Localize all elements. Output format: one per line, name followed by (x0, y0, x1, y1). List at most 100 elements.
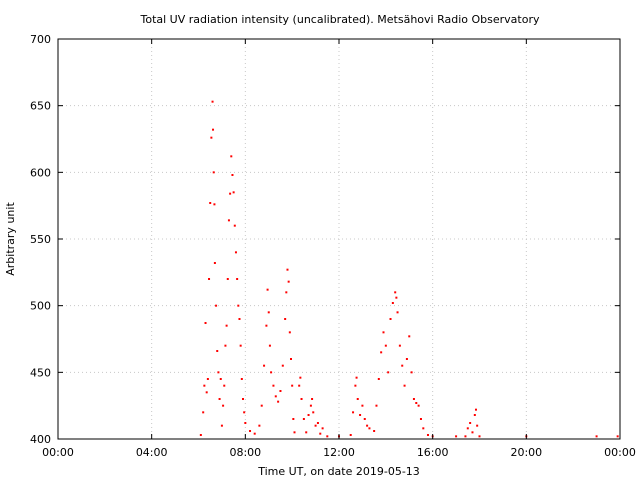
data-point (265, 324, 268, 327)
data-point (417, 404, 420, 407)
x-tick-label: 08:00 (229, 446, 261, 459)
data-point (307, 414, 310, 416)
data-point (239, 344, 242, 347)
data-points (199, 100, 619, 438)
data-point (238, 318, 241, 320)
data-point (298, 384, 301, 387)
data-point (202, 411, 205, 414)
data-point (206, 378, 209, 380)
data-point (396, 311, 399, 314)
y-tick-label: 650 (30, 100, 51, 113)
data-point (359, 414, 362, 416)
data-point (285, 291, 288, 294)
data-point (595, 435, 598, 438)
data-point (464, 435, 467, 438)
data-point (394, 291, 397, 294)
data-point (284, 318, 287, 320)
data-point (230, 155, 233, 158)
data-point (232, 191, 235, 194)
x-tick-label: 16:00 (417, 446, 449, 459)
data-point (213, 262, 216, 264)
data-point (300, 398, 303, 400)
data-point (234, 251, 237, 254)
data-point (375, 404, 378, 407)
data-point (309, 404, 312, 407)
data-point (263, 364, 266, 367)
y-tick-label: 550 (30, 233, 51, 246)
data-point (229, 192, 232, 195)
data-point (243, 411, 246, 414)
data-point (231, 174, 234, 176)
data-point (203, 384, 206, 387)
data-point (426, 434, 429, 436)
data-point (368, 427, 371, 430)
data-point (216, 350, 219, 352)
data-point (377, 378, 380, 380)
data-point (415, 402, 418, 404)
data-point (288, 331, 291, 334)
data-point (287, 280, 290, 283)
data-point (382, 331, 385, 334)
y-axis: 400 450 500 550 600 650 700 (30, 33, 620, 446)
data-point (366, 424, 369, 427)
data-point (209, 202, 212, 204)
y-axis-label: Arbitrary unit (4, 202, 17, 276)
data-point (277, 400, 280, 403)
data-point (373, 430, 376, 432)
data-point (260, 404, 263, 407)
data-point (258, 424, 261, 427)
data-point (227, 219, 230, 222)
data-point (408, 335, 411, 338)
data-point (233, 224, 236, 227)
data-point (274, 395, 277, 398)
data-point (224, 344, 227, 347)
data-point (236, 278, 239, 280)
data-point (226, 278, 229, 280)
x-tick-label: 00:00 (42, 446, 74, 459)
data-point (321, 427, 324, 430)
data-point (356, 398, 359, 400)
data-point (249, 430, 252, 432)
data-point (314, 424, 317, 427)
data-point (212, 128, 215, 131)
data-point (412, 398, 415, 400)
data-point (305, 431, 308, 434)
grid (58, 39, 620, 439)
data-point (473, 414, 476, 416)
data-point (361, 404, 364, 407)
x-tick-label: 12:00 (323, 446, 355, 459)
data-point (422, 427, 425, 430)
data-point (316, 422, 319, 424)
data-point (469, 422, 472, 424)
data-point (241, 398, 244, 400)
data-point (217, 371, 220, 374)
data-point (389, 318, 392, 320)
data-point (299, 376, 302, 379)
data-point (478, 435, 481, 438)
data-point (220, 424, 223, 427)
y-tick-label: 500 (30, 300, 51, 313)
data-point (471, 431, 474, 434)
data-point (237, 304, 240, 307)
data-point (219, 378, 222, 380)
y-tick-label: 400 (30, 433, 51, 446)
data-point (293, 431, 296, 434)
data-point (476, 424, 479, 427)
data-point (270, 371, 273, 374)
data-point (212, 171, 215, 174)
data-point (395, 296, 398, 299)
y-tick-label: 700 (30, 33, 51, 46)
data-point (253, 432, 256, 435)
data-point (410, 371, 413, 374)
data-point (292, 418, 295, 420)
data-point (205, 391, 208, 394)
data-point (279, 390, 282, 392)
data-point (286, 268, 289, 271)
data-point (403, 384, 406, 387)
data-point (466, 427, 469, 430)
data-point (267, 311, 270, 314)
data-point (354, 384, 357, 387)
data-point (380, 351, 383, 354)
data-point (223, 384, 226, 387)
